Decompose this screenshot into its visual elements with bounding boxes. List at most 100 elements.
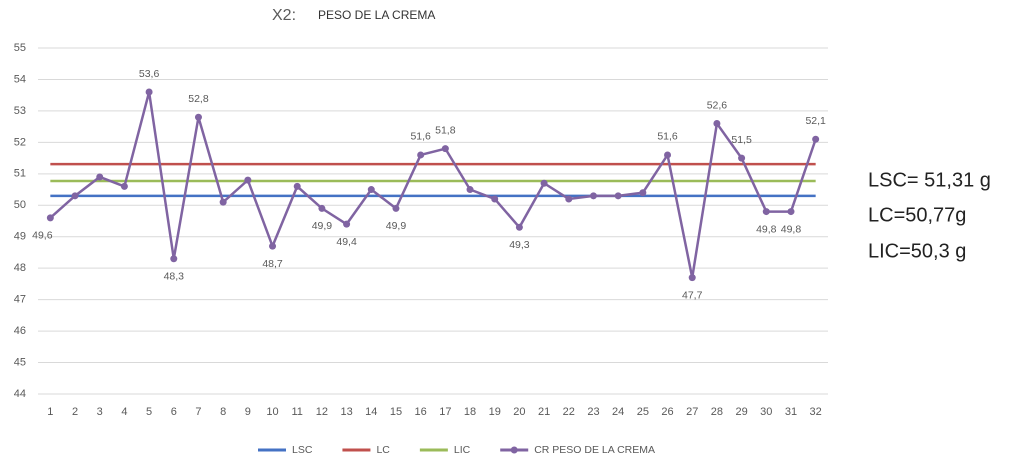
point	[219, 198, 227, 206]
x-tick-label: 17	[439, 406, 451, 418]
data-label: 52,6	[707, 99, 728, 111]
y-tick-label: 53	[14, 105, 26, 117]
x-tick-label: 6	[171, 406, 177, 418]
y-tick-label: 55	[14, 42, 26, 54]
point	[269, 242, 277, 250]
x-tick-label: 7	[195, 406, 201, 418]
point	[614, 192, 622, 200]
y-tick-label: 49	[14, 231, 26, 243]
data-label: 51,6	[657, 131, 678, 143]
x-tick-label: 13	[340, 406, 352, 418]
point	[639, 189, 647, 197]
point	[367, 186, 375, 194]
point	[515, 223, 523, 231]
y-tick-label: 50	[14, 199, 26, 211]
data-label: 47,7	[682, 289, 703, 301]
y-tick-label: 45	[14, 356, 26, 368]
chart-subtitle: PESO DE LA CREMA	[318, 8, 435, 22]
point	[417, 151, 425, 159]
x-tick-label: 21	[538, 406, 550, 418]
annotation: LC=50,77g	[868, 204, 966, 226]
y-tick-label: 44	[14, 388, 26, 400]
x-tick-label: 31	[785, 406, 797, 418]
point	[812, 135, 820, 143]
y-tick-label: 54	[14, 73, 26, 85]
point	[491, 195, 499, 203]
point	[565, 195, 573, 203]
point	[293, 182, 301, 190]
x-tick-label: 16	[415, 406, 427, 418]
y-tick-label: 46	[14, 325, 26, 337]
chart-title: X2:	[272, 7, 296, 24]
point	[96, 173, 104, 181]
data-label: 51,6	[410, 131, 431, 143]
point	[762, 208, 770, 216]
x-tick-label: 10	[266, 406, 278, 418]
x-tick-label: 11	[292, 406, 303, 418]
point	[194, 113, 202, 121]
point	[738, 154, 746, 162]
x-tick-label: 2	[72, 406, 78, 418]
point	[170, 255, 178, 263]
data-label: 49,3	[509, 239, 530, 251]
x-tick-label: 12	[316, 406, 328, 418]
x-tick-label: 28	[711, 406, 723, 418]
point	[787, 208, 795, 216]
x-tick-label: 27	[686, 406, 698, 418]
x-tick-label: 8	[220, 406, 226, 418]
x-tick-label: 19	[489, 406, 501, 418]
annotation: LSC= 51,31 g	[868, 169, 991, 191]
x-tick-label: 30	[760, 406, 772, 418]
data-label: 51,8	[435, 124, 456, 136]
point	[145, 88, 153, 96]
x-tick-label: 14	[365, 406, 377, 418]
point	[71, 192, 79, 200]
point	[466, 186, 474, 194]
point	[713, 119, 721, 127]
point	[244, 176, 252, 184]
annotation: LIC=50,3 g	[868, 240, 966, 262]
point	[392, 204, 400, 212]
y-tick-label: 47	[14, 294, 26, 306]
data-label: 48,3	[164, 271, 185, 283]
x-tick-label: 3	[97, 406, 103, 418]
x-tick-label: 22	[563, 406, 575, 418]
point	[540, 179, 548, 187]
data-label: 49,9	[312, 220, 333, 232]
point	[343, 220, 351, 228]
y-tick-label: 52	[14, 136, 26, 148]
x-tick-label: 15	[390, 406, 402, 418]
legend-label: CR PESO DE LA CREMA	[534, 444, 655, 456]
point	[120, 182, 128, 190]
point	[46, 214, 54, 222]
x-tick-label: 24	[612, 406, 624, 418]
x-tick-label: 23	[587, 406, 599, 418]
point	[441, 145, 449, 153]
legend-marker	[510, 446, 518, 454]
data-label: 49,6	[32, 230, 53, 242]
data-label: 49,9	[386, 220, 407, 232]
x-tick-label: 26	[661, 406, 673, 418]
y-tick-label: 48	[14, 262, 26, 274]
data-label: 49,8	[781, 223, 802, 235]
data-label: 51,5	[731, 134, 752, 146]
legend-label: LIC	[454, 444, 471, 456]
data-label: 52,1	[805, 115, 826, 127]
x-tick-label: 29	[735, 406, 747, 418]
point	[589, 192, 597, 200]
data-label: 52,8	[188, 93, 209, 105]
point	[688, 274, 696, 282]
x-tick-label: 18	[464, 406, 476, 418]
data-label: 53,6	[139, 68, 160, 80]
legend-label: LSC	[292, 444, 313, 456]
data-label: 49,4	[336, 236, 357, 248]
y-tick-label: 51	[14, 168, 26, 180]
x-tick-label: 32	[810, 406, 822, 418]
x-tick-label: 4	[121, 406, 127, 418]
data-label: 48,7	[262, 258, 283, 270]
legend-label: LC	[376, 444, 390, 456]
x-tick-label: 25	[637, 406, 649, 418]
x-tick-label: 9	[245, 406, 251, 418]
series-line	[49, 91, 817, 278]
